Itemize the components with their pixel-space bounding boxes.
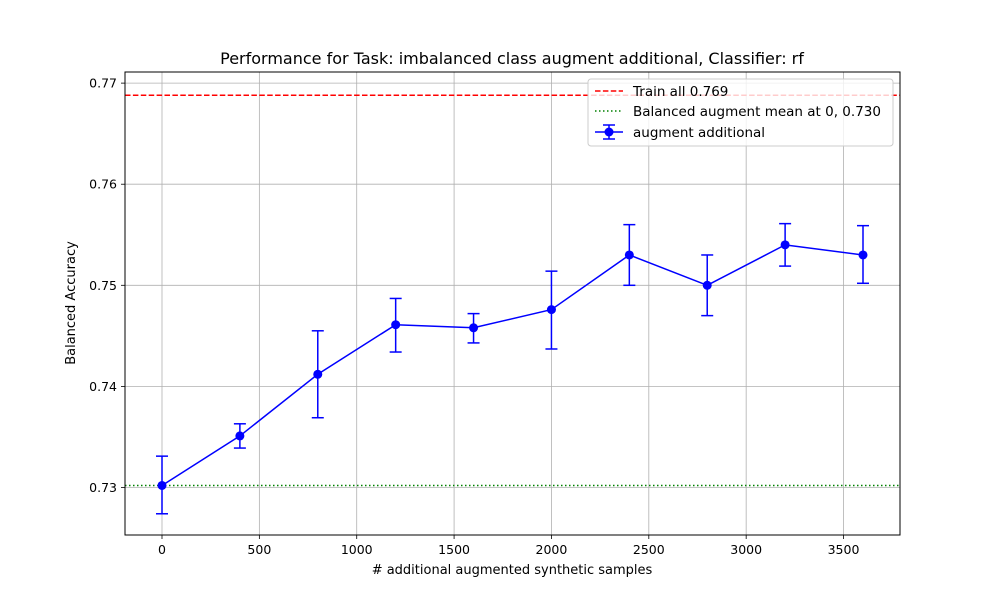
data-point [624,250,634,260]
x-tick-label: 3000 [730,542,762,557]
y-tick-label: 0.74 [89,379,117,394]
x-tick-label: 3500 [828,542,860,557]
reference-lines [125,94,900,487]
series [155,222,870,515]
legend-train-all-label: Train all 0.769 [632,84,728,100]
x-tick-label: 1500 [438,542,470,557]
data-point [313,369,323,379]
legend: Train all 0.769 Balanced augment mean at… [587,78,894,147]
y-tick-label: 0.77 [89,76,117,91]
y-axis-label: Balanced Accuracy [64,241,79,365]
data-point [702,280,712,290]
data-point [546,305,556,315]
data-point [235,431,245,441]
x-axis-label: # additional augmented synthetic samples [372,563,653,578]
y-tick-label: 0.73 [89,480,117,495]
data-point [858,250,868,260]
legend-series-swatch-marker [604,127,614,137]
y-tick-label: 0.76 [89,177,117,192]
series-line [161,244,864,487]
data-point [157,480,167,490]
x-tick-label: 2500 [633,542,665,557]
legend-balanced-label: Balanced augment mean at 0, 0.730 [633,104,881,120]
x-tick-label: 0 [158,542,166,557]
chart-title: Performance for Task: imbalanced class a… [220,49,804,68]
x-tick-label: 500 [247,542,271,557]
data-point [391,320,401,330]
x-tick-label: 1000 [341,542,373,557]
data-point [469,323,479,333]
x-tick-label: 2000 [536,542,568,557]
legend-box [587,78,894,147]
x-ticks: 0 500 1000 1500 2000 2500 3000 3500 [158,535,859,557]
data-point [780,240,790,250]
plot-frame [124,71,901,536]
legend-series-label: augment additional [633,125,765,141]
y-tick-label: 0.75 [89,278,117,293]
y-ticks: 0.73 0.74 0.75 0.76 0.77 [89,76,125,495]
